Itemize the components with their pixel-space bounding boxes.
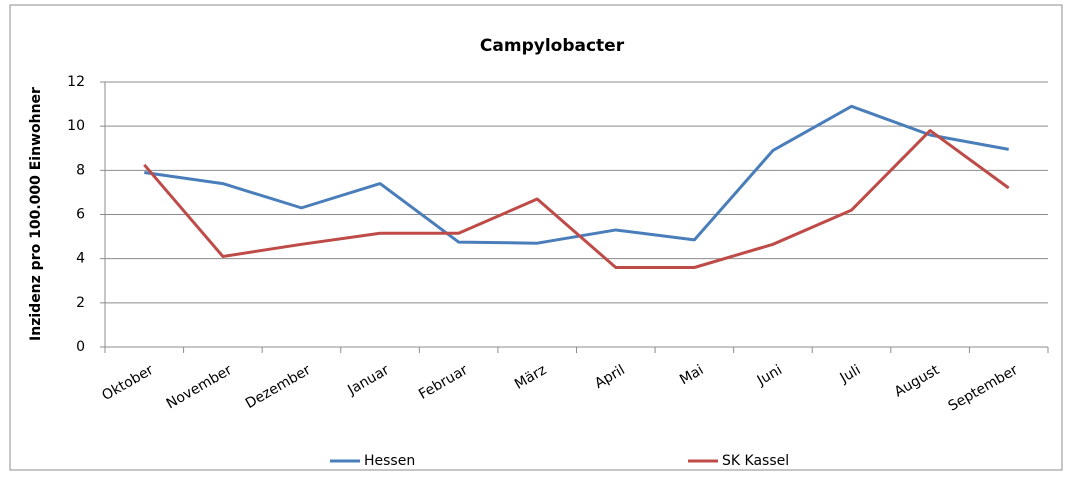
legend-label: Hessen <box>364 453 415 469</box>
y-tick-label: 2 <box>76 295 85 311</box>
legend-label: SK Kassel <box>722 453 789 469</box>
y-tick-label: 0 <box>76 339 85 355</box>
y-tick-label: 12 <box>67 74 85 90</box>
series-line <box>143 129 1010 269</box>
y-tick-label: 10 <box>67 118 85 134</box>
y-tick-label: 8 <box>76 162 85 178</box>
y-tick-label: 4 <box>76 251 85 267</box>
y-axis-label: Inzidenz pro 100.000 Einwohner <box>28 87 44 341</box>
y-tick-label: 6 <box>76 207 85 223</box>
chart-title: Campylobacter <box>480 36 625 56</box>
series-line <box>144 104 1009 245</box>
